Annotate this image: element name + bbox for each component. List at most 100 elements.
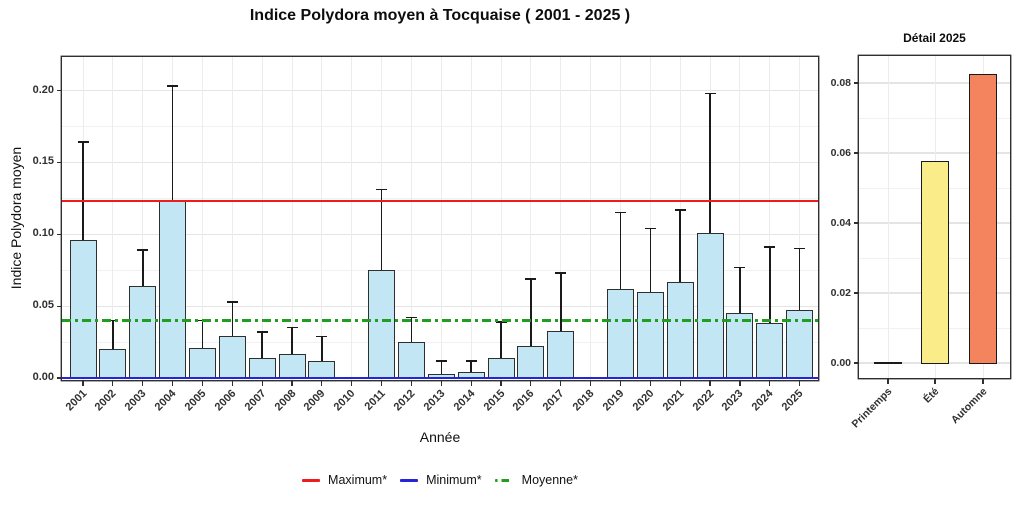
y-tick-mark xyxy=(854,362,859,364)
errorbar-cap-2013 xyxy=(435,359,447,362)
x-tick-label: 2005 xyxy=(182,387,209,414)
x-tick-mark xyxy=(142,381,144,386)
x-tick-label: Printemps xyxy=(849,385,894,431)
x-tick-label: 2009 xyxy=(302,387,328,414)
x-tick-mark xyxy=(470,381,472,386)
gridline-vertical xyxy=(321,57,323,380)
x-tick-mark xyxy=(619,381,622,386)
detail-chart-title: Détail 2025 xyxy=(903,31,966,45)
x-tick-mark xyxy=(560,381,562,386)
y-tick-label: 0.20 xyxy=(32,83,54,96)
x-tick-mark xyxy=(82,381,84,386)
bar-2020 xyxy=(636,291,664,379)
detail-plot-panel xyxy=(859,56,1010,378)
x-tick-label: 2023 xyxy=(720,387,746,414)
gridline-major xyxy=(62,161,818,163)
bar-2019 xyxy=(606,288,634,379)
x-tick-mark xyxy=(291,381,293,386)
errorbar-cap-2019 xyxy=(614,211,626,214)
errorbar-cap-2024 xyxy=(764,246,776,248)
errorbar-2002 xyxy=(112,320,114,350)
bar-2008 xyxy=(278,353,306,379)
x-tick-mark xyxy=(799,381,801,386)
minimum-line-swatch-icon xyxy=(400,478,419,482)
y-tick-mark xyxy=(57,305,62,307)
errorbar-cap-2003 xyxy=(137,249,149,251)
main-x-axis-title: Année xyxy=(419,429,461,445)
gridline-vertical xyxy=(739,57,741,380)
x-tick-label: 2007 xyxy=(242,387,269,414)
errorbar-cap-2020 xyxy=(644,227,656,230)
gridline-vertical xyxy=(500,57,502,380)
bar-2011 xyxy=(368,270,396,379)
legend-label-maximum: Maximum* xyxy=(328,473,388,487)
x-tick-label: Été xyxy=(920,385,941,406)
x-tick-label: 2002 xyxy=(93,387,119,414)
y-tick-mark xyxy=(854,152,859,154)
x-tick-mark xyxy=(500,381,502,386)
x-tick-mark xyxy=(410,381,413,386)
legend-label-minimum: Minimum* xyxy=(426,473,482,487)
errorbar-cap-2023 xyxy=(734,266,746,269)
x-tick-mark xyxy=(351,381,353,386)
legend-item-moyenne: Moyenne* xyxy=(494,473,578,487)
gridline-minor xyxy=(62,125,818,127)
y-tick-label: 0.08 xyxy=(830,76,851,89)
y-tick-mark xyxy=(57,233,62,235)
main-y-axis-title: Indice Polydora moyen xyxy=(8,146,24,290)
errorbar-2017 xyxy=(559,273,562,331)
errorbar-cap-2011 xyxy=(376,188,388,191)
errorbar-2021 xyxy=(679,209,681,282)
x-tick-label: 2020 xyxy=(630,387,657,414)
gridline-vertical xyxy=(261,57,263,380)
bar-2021 xyxy=(666,281,694,379)
y-tick-label: 0.15 xyxy=(32,155,54,168)
errorbar-cap-2022 xyxy=(704,92,716,95)
x-tick-label: 2003 xyxy=(122,387,149,414)
errorbar-2004 xyxy=(171,86,174,202)
errorbar-cap-2007 xyxy=(256,331,268,333)
y-tick-mark xyxy=(854,82,859,84)
errorbar-2023 xyxy=(739,267,741,314)
x-tick-label: Automne xyxy=(948,385,989,427)
errorbar-2016 xyxy=(530,278,532,347)
gridline-minor xyxy=(62,341,818,343)
legend-item-maximum: Maximum* xyxy=(302,473,387,487)
x-tick-mark xyxy=(201,381,204,386)
bar-2006 xyxy=(218,336,246,379)
errorbar-2020 xyxy=(649,228,652,292)
errorbar-2024 xyxy=(768,247,771,324)
x-tick-label: 2024 xyxy=(749,387,776,414)
gridline-minor xyxy=(62,197,818,199)
bar-2017 xyxy=(547,330,575,379)
x-tick-label: 2013 xyxy=(421,387,448,414)
gridline-major xyxy=(62,305,818,307)
refline-minimum xyxy=(62,376,818,380)
x-tick-label: 2018 xyxy=(570,387,597,414)
x-tick-mark xyxy=(739,381,741,386)
y-tick-mark xyxy=(854,222,859,224)
bar-2023 xyxy=(726,313,754,379)
legend: Maximum* Minimum* Moyenne* xyxy=(62,469,818,491)
bar-2024 xyxy=(756,323,784,379)
errorbar-2011 xyxy=(380,189,383,271)
x-tick-mark xyxy=(261,381,263,386)
errorbar-cap-2025 xyxy=(794,247,806,250)
errorbar-cap-2006 xyxy=(226,301,238,303)
bar-2025 xyxy=(786,310,814,379)
x-tick-label: 2010 xyxy=(331,387,358,414)
gridline-vertical xyxy=(560,57,562,380)
y-tick-label: 0.06 xyxy=(830,146,851,159)
gridline-vertical xyxy=(410,57,412,380)
y-tick-label: 0.04 xyxy=(830,216,851,229)
bar-Printemps xyxy=(874,362,902,364)
x-tick-mark xyxy=(590,381,592,386)
x-tick-label: 2011 xyxy=(362,387,388,413)
x-tick-mark xyxy=(769,381,771,386)
main-chart-title: Indice Polydora moyen à Tocquaise ( 2001… xyxy=(249,7,631,24)
refline-maximum xyxy=(62,199,818,203)
errorbar-cap-2001 xyxy=(77,141,89,144)
x-tick-label: 2014 xyxy=(451,387,478,414)
errorbar-cap-2009 xyxy=(316,335,328,338)
